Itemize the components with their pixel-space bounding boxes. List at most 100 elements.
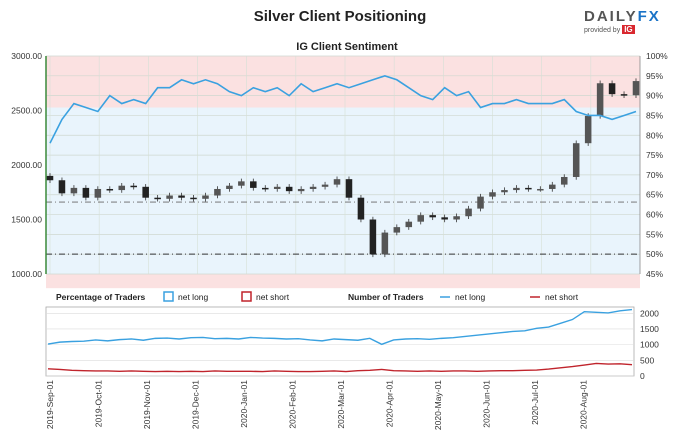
traders-y-tick-label: 500: [640, 355, 654, 365]
candle-body: [142, 186, 149, 198]
logo-provided-by: provided by: [584, 27, 621, 34]
x-tick-label: 2020-Mar-01: [336, 380, 346, 429]
y-tick-label-right: 90%: [646, 91, 663, 101]
candle-body: [525, 187, 532, 190]
y-tick-label-right: 45%: [646, 269, 663, 279]
x-tick-label: 2020-Jun-01: [482, 380, 492, 428]
traders-y-tick-label: 0: [640, 371, 645, 381]
legend-number-title: Number of Traders: [348, 292, 424, 302]
candle-body: [94, 188, 102, 198]
y-tick-label-right: 75%: [646, 150, 663, 160]
candle-body: [106, 188, 114, 191]
candle-body: [393, 227, 401, 233]
legend-line-net-long-label: net long: [455, 292, 486, 302]
x-tick-label: 2020-May-01: [433, 380, 443, 430]
y-tick-label-right: 55%: [646, 229, 663, 239]
x-tick-label: 2020-Apr-01: [385, 380, 395, 428]
x-tick-label: 2020-Jan-01: [239, 380, 249, 428]
traders-y-tick-label: 1500: [640, 324, 659, 334]
candle-body: [46, 175, 54, 181]
x-tick-label: 2019-Dec-01: [191, 380, 201, 429]
y-tick-label-right: 85%: [646, 110, 663, 120]
x-axis: 2019-Sep-01 2019-Oct-01 2019-Nov-01 2019-De…: [45, 380, 589, 430]
candle-body: [489, 192, 496, 197]
candle-body: [357, 197, 365, 220]
y-tick-label-right: 95%: [646, 71, 663, 81]
candle-body: [70, 187, 78, 194]
bull-zone: [46, 107, 640, 274]
candle-body: [118, 185, 126, 191]
chart-title: Silver Client Positioning: [253, 8, 427, 25]
candle-body: [477, 196, 484, 209]
y-tick-label-right: 50%: [646, 249, 663, 259]
legend-net-short-label: net short: [256, 292, 290, 302]
ig-logo: IG: [622, 25, 635, 34]
y-tick-label-right: 70%: [646, 170, 663, 180]
y-tick-label-left: 3000.00: [11, 51, 42, 61]
dailyfx-logo: DAILYFX provided by IG: [584, 8, 676, 34]
candle-body: [584, 115, 592, 144]
percent-net-long-line: [49, 74, 637, 144]
candle-body: [560, 176, 568, 185]
legend-percentage-title: Percentage of Traders: [56, 292, 146, 302]
x-tick-label: 2019-Nov-01: [142, 380, 152, 429]
candle-body: [429, 215, 436, 218]
candle-body: [441, 217, 448, 220]
logo-brand-a: DAILY: [584, 8, 638, 25]
y-tick-label-right: 60%: [646, 210, 663, 220]
panel-title: IG Client Sentiment: [296, 41, 398, 53]
candle-body: [513, 187, 520, 191]
candle-body: [453, 216, 460, 220]
candle-body: [345, 179, 353, 198]
traders-y-tick-label: 1000: [640, 340, 659, 350]
traders-panel: 2000 1500 1000 500 0: [45, 306, 659, 381]
candle-body: [154, 197, 161, 200]
candle-body: [369, 219, 377, 255]
x-tick-label: 2020-Feb-01: [288, 380, 298, 429]
candle-body: [632, 81, 640, 96]
candle-body: [465, 208, 472, 217]
x-tick-label: 2019-Oct-01: [94, 380, 104, 428]
candle-body: [417, 215, 425, 222]
candle-body: [572, 143, 580, 177]
traders-plot-area: [45, 306, 635, 377]
candle-body: [82, 187, 90, 198]
candle-body: [321, 184, 329, 187]
candle-body: [214, 188, 221, 196]
y-tick-label-right: 65%: [646, 190, 663, 200]
legend-net-long-box: [163, 291, 174, 302]
net-short-traders-line: [47, 362, 633, 373]
traders-y-tick-label: 2000: [640, 308, 659, 318]
logo-brand-b: FX: [637, 8, 661, 25]
candle-body: [190, 197, 197, 200]
candle-body: [166, 195, 173, 199]
legend-line-net-short-label: net short: [545, 292, 579, 302]
x-tick-label: 2020-Aug-01: [579, 380, 589, 429]
x-tick-label: 2019-Sep-01: [45, 380, 55, 429]
candle-body: [178, 195, 185, 198]
y-tick-label-left: 1500.00: [11, 215, 42, 225]
candle-body: [261, 187, 269, 190]
candle-body: [130, 185, 137, 188]
candle-body: [608, 83, 616, 95]
x-tick-label: 2020-Jul-01: [530, 380, 540, 425]
candle-body: [297, 188, 305, 192]
candle-body: [273, 186, 281, 189]
candle-body: [596, 83, 604, 116]
y-tick-label-left: 2000.00: [11, 160, 42, 170]
candle-body: [202, 195, 209, 199]
legend-net-long-label: net long: [178, 292, 209, 302]
legend-net-short-box: [241, 291, 252, 302]
y-tick-label-left: 2500.00: [11, 106, 42, 116]
legend: Percentage of Traders net long net short…: [56, 291, 579, 302]
candle-body: [333, 179, 341, 185]
price-panel: 3000.00 2500.00 2000.00 1500.00 1000.00 100% 9…: [11, 51, 668, 289]
candle-body: [250, 181, 257, 188]
candle-body: [537, 188, 544, 191]
candle-body: [381, 232, 389, 255]
net-long-traders-line: [47, 308, 633, 346]
candle-body: [501, 190, 508, 193]
y-tick-label-right: 100%: [646, 51, 668, 61]
candle-body: [549, 184, 556, 189]
